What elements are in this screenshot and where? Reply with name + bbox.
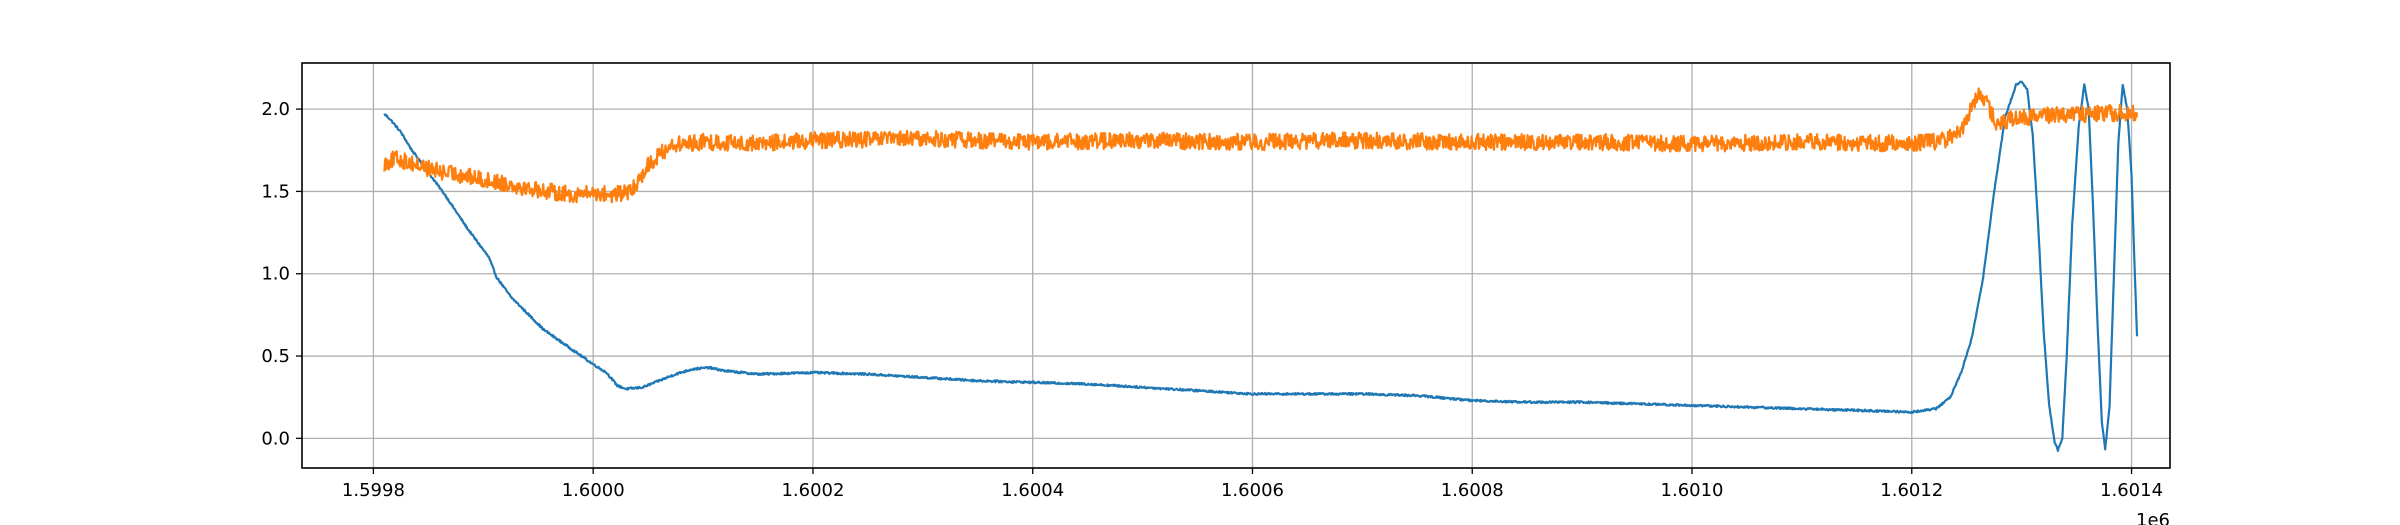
grid-lines (302, 63, 2170, 468)
series-line-1 (383, 80, 2139, 452)
x-axis-offset-label: 1e6 (2136, 510, 2170, 525)
x-tick-label: 1.6008 (1441, 480, 1504, 501)
y-tick-label: 1.0 (261, 264, 290, 285)
y-tick-label: 1.5 (261, 181, 290, 202)
x-tick-label: 1.6006 (1221, 480, 1284, 501)
x-tick-label: 1.6002 (781, 480, 844, 501)
y-tick-label: 0.0 (261, 428, 290, 449)
x-axis: 1.5998 1.6000 1.6002 1.6004 1.6006 1.6008 1.60… (342, 468, 2163, 501)
y-tick-label: 0.5 (261, 346, 290, 367)
x-tick-label: 1.5998 (342, 480, 405, 501)
x-tick-label: 1.6014 (2100, 480, 2163, 501)
series-line-2 (383, 87, 2139, 204)
y-tick-label: 2.0 (261, 99, 290, 120)
y-axis: 0.0 0.5 1.0 1.5 2.0 (261, 99, 302, 449)
plot-frame (301, 62, 2171, 469)
x-tick-label: 1.6010 (1661, 480, 1724, 501)
x-tick-label: 1.6012 (1880, 480, 1943, 501)
series-layer (383, 80, 2139, 452)
x-tick-label: 1.6000 (562, 480, 625, 501)
x-tick-label: 1.6004 (1001, 480, 1064, 501)
